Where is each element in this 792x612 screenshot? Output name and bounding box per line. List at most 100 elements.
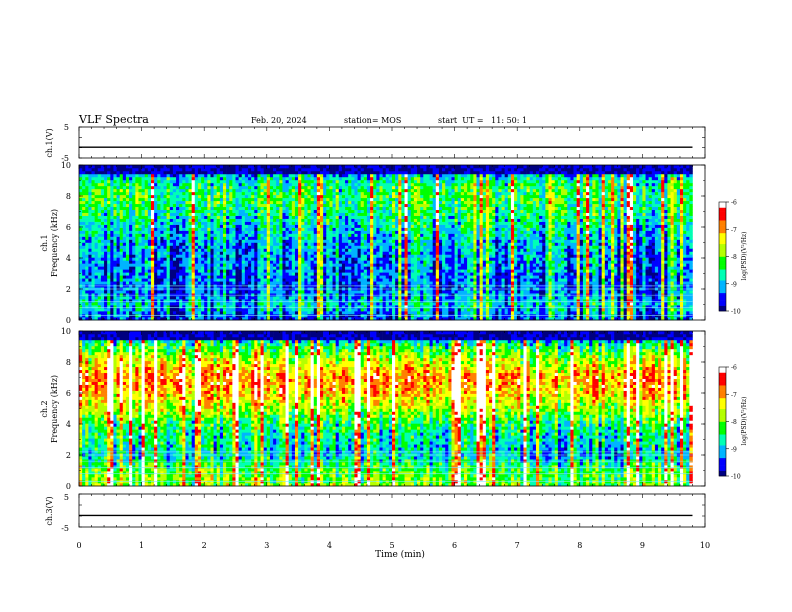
- ch1-spectrogram-cell: [232, 225, 235, 228]
- ch1-spectrogram-cell: [135, 296, 138, 299]
- ch1-spectrogram-cell: [345, 231, 348, 234]
- ch1-spectrogram-cell: [113, 290, 116, 293]
- ch1-spectrogram-cell: [292, 302, 295, 305]
- ch1-spectrogram-cell: [236, 189, 239, 192]
- ch1-spectrogram-cell: [323, 243, 326, 246]
- ch1-spectrogram-cell: [104, 311, 107, 314]
- ch1-spectrogram-cell: [336, 302, 339, 305]
- ch1-spectrogram-cell: [298, 302, 301, 305]
- ch1-spectrogram-cell: [88, 290, 91, 293]
- ch1-spectrogram-cell: [351, 293, 354, 296]
- ch1-spectrogram-cell: [217, 299, 220, 302]
- ch1-spectrogram-cell: [204, 278, 207, 281]
- ch1-spectrogram-cell: [195, 186, 198, 189]
- ch1-spectrogram-cell: [79, 302, 82, 305]
- ch1-spectrogram-cell: [223, 165, 226, 168]
- ch1-spectrogram-cell: [339, 234, 342, 237]
- ch1-spectrogram-cell: [189, 311, 192, 314]
- ch1-spectrogram-cell: [351, 278, 354, 281]
- ch1-spectrogram-cell: [120, 216, 123, 219]
- ch1-spectrogram-cell: [242, 201, 245, 204]
- ch1-spectrogram-cell: [317, 186, 320, 189]
- ch1-spectrogram-cell: [367, 281, 370, 284]
- ch1-spectrogram-cell: [92, 293, 95, 296]
- ch1-spectrogram-cell: [98, 290, 101, 293]
- ch1-spectrogram-cell: [298, 189, 301, 192]
- ch1-spectrogram-cell: [289, 189, 292, 192]
- ch1-spectrogram-cell: [342, 228, 345, 231]
- ch1-spectrogram-cell: [229, 177, 232, 180]
- ch1-spectrogram-cell: [251, 290, 254, 293]
- ch1-spectrogram-cell: [157, 189, 160, 192]
- ch1-spectrogram-cell: [148, 302, 151, 305]
- ch1-spectrogram-cell: [298, 269, 301, 272]
- ch1-spectrogram-cell: [129, 275, 132, 278]
- ch1-spectrogram-cell: [167, 198, 170, 201]
- ch1-spectrogram-cell: [167, 231, 170, 234]
- ch1-spectrogram-cell: [358, 210, 361, 213]
- ch1-spectrogram-cell: [273, 210, 276, 213]
- ch1-spectrogram-cell: [167, 243, 170, 246]
- ch1-spectrogram-cell: [142, 260, 145, 263]
- ch1-spectrogram-cell: [82, 228, 85, 231]
- ch1-spectrogram-cell: [257, 269, 260, 272]
- ch1-spectrogram-cell: [117, 278, 120, 281]
- ch1-spectrogram-cell: [145, 222, 148, 225]
- ch1-spectrogram-cell: [248, 281, 251, 284]
- ch1-spectrogram-cell: [79, 278, 82, 281]
- ch1-spectrogram-cell: [232, 254, 235, 257]
- ch1-spectrogram-cell: [298, 165, 301, 168]
- ch1-spectrogram-cell: [95, 168, 98, 171]
- ch1-spectrogram-cell: [279, 234, 282, 237]
- ch1-spectrogram-cell: [201, 272, 204, 275]
- ch1-spectrogram-cell: [204, 281, 207, 284]
- ch1-spectrogram-cell: [370, 278, 373, 281]
- ch1-spectrogram-cell: [229, 257, 232, 260]
- ch1-spectrogram-cell: [210, 248, 213, 251]
- ch1-spectrogram-cell: [129, 281, 132, 284]
- ch1-spectrogram-cell: [336, 183, 339, 186]
- ch1-spectrogram-cell: [289, 216, 292, 219]
- ch1-spectrogram-cell: [148, 195, 151, 198]
- ch1-spectrogram-cell: [242, 195, 245, 198]
- ch1-spectrogram-cell: [117, 204, 120, 207]
- ch1-spectrogram-cell: [82, 207, 85, 210]
- ch1-spectrogram-cell: [98, 245, 101, 248]
- ch1-spectrogram-cell: [270, 228, 273, 231]
- ch1-spectrogram-cell: [107, 186, 110, 189]
- ch1-spectrogram-cell: [220, 240, 223, 243]
- ch1-spectrogram-cell: [248, 171, 251, 174]
- ch1-spectrogram-cell: [167, 216, 170, 219]
- ch1-spectrogram-cell: [254, 311, 257, 314]
- ch1-spectrogram-cell: [226, 174, 229, 177]
- ch1-spectrogram-cell: [336, 257, 339, 260]
- ch1-spectrogram-cell: [123, 228, 126, 231]
- ch1-spectrogram-cell: [345, 189, 348, 192]
- ch1-spectrogram-cell: [85, 299, 88, 302]
- ch1-spectrogram-cell: [248, 308, 251, 311]
- ch1-spectrogram-cell: [182, 192, 185, 195]
- ch1-spectrogram-cell: [164, 171, 167, 174]
- ch1-spectrogram-cell: [142, 278, 145, 281]
- ch1-spectrogram-cell: [126, 266, 129, 269]
- ch1-spectrogram-cell: [301, 302, 304, 305]
- ch1-spectrogram-cell: [164, 278, 167, 281]
- ch1-spectrogram-cell: [361, 216, 364, 219]
- ch1-spectrogram-cell: [226, 248, 229, 251]
- ch1-spectrogram-cell: [135, 293, 138, 296]
- ch1-spectrogram-cell: [361, 168, 364, 171]
- ch1-spectrogram-cell: [223, 296, 226, 299]
- ch1-spectrogram-cell: [151, 290, 154, 293]
- ch1-spectrogram-cell: [286, 278, 289, 281]
- ch1-spectrogram-cell: [176, 168, 179, 171]
- ch1-spectrogram-cell: [179, 198, 182, 201]
- ch1-spectrogram-cell: [307, 210, 310, 213]
- ch1-spectrogram-cell: [248, 243, 251, 246]
- ch1-spectrogram-cell: [120, 183, 123, 186]
- ch1-spectrogram-cell: [242, 183, 245, 186]
- ch1-spectrogram-cell: [173, 302, 176, 305]
- ch1-spectrogram-cell: [326, 240, 329, 243]
- ch1-spectrogram-cell: [276, 228, 279, 231]
- ch1-spectrogram-cell: [304, 269, 307, 272]
- ch1-spectrogram-cell: [129, 210, 132, 213]
